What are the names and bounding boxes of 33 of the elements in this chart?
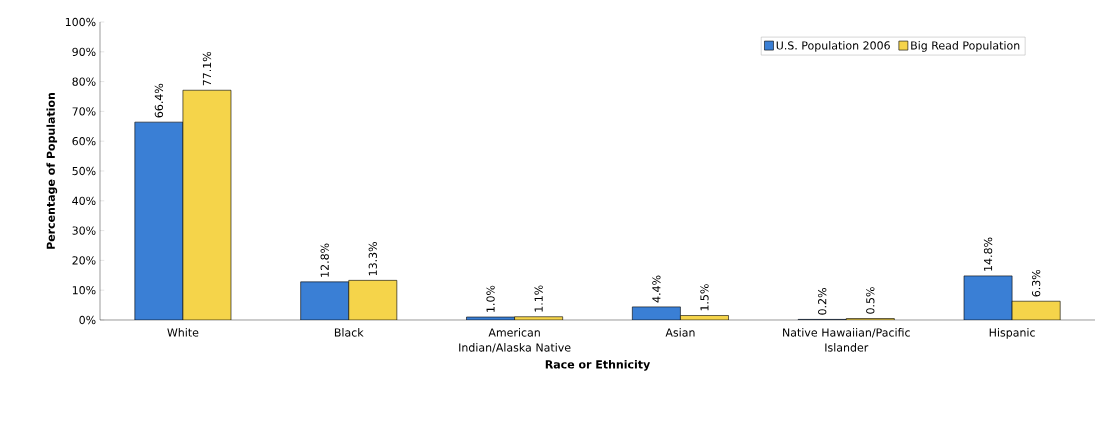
x-tick-label: American Indian/Alaska Native bbox=[459, 328, 571, 353]
x-tick-label: Black bbox=[334, 328, 364, 337]
x-axis-title: Race or Ethnicity bbox=[545, 360, 651, 371]
data-label: 14.8% bbox=[983, 237, 993, 271]
data-label: 77.1% bbox=[202, 51, 212, 86]
y-tick-label: 40% bbox=[72, 196, 96, 205]
x-tick-label: Hispanic bbox=[989, 328, 1035, 339]
data-label: 4.4% bbox=[652, 275, 661, 303]
data-label: 66.4% bbox=[154, 83, 164, 118]
y-tick-label: 70% bbox=[72, 107, 96, 116]
legend-label: U.S. Population 2006 bbox=[776, 41, 890, 52]
y-tick-label: 100% bbox=[65, 17, 96, 27]
data-label: 1.1% bbox=[534, 285, 543, 312]
data-label: 12.8% bbox=[320, 243, 329, 277]
data-label: 1.5% bbox=[700, 284, 709, 311]
y-tick-label: 0% bbox=[79, 315, 96, 325]
y-tick-label: 20% bbox=[72, 256, 96, 265]
y-tick-label: 50% bbox=[72, 166, 96, 176]
x-tick-label: Native Hawaiian/Pacific Islander bbox=[783, 328, 910, 352]
data-label: 13.3% bbox=[368, 242, 377, 276]
x-tick-label: Asian bbox=[665, 328, 695, 337]
y-tick-label: 10% bbox=[72, 286, 96, 295]
y-tick-label: 80% bbox=[72, 77, 96, 86]
y-axis-title: Percentage of Population bbox=[46, 93, 58, 249]
legend-label: Big Read Population bbox=[911, 41, 1020, 52]
data-label: 0.5% bbox=[866, 287, 875, 314]
y-tick-label: 60% bbox=[72, 137, 96, 146]
data-label: 6.3% bbox=[1031, 269, 1041, 297]
x-tick-label: White bbox=[167, 328, 199, 337]
y-tick-label: 90% bbox=[72, 47, 96, 56]
data-label: 0.2% bbox=[818, 288, 827, 315]
data-label: 1.0% bbox=[486, 285, 495, 312]
y-tick-label: 30% bbox=[72, 226, 96, 235]
